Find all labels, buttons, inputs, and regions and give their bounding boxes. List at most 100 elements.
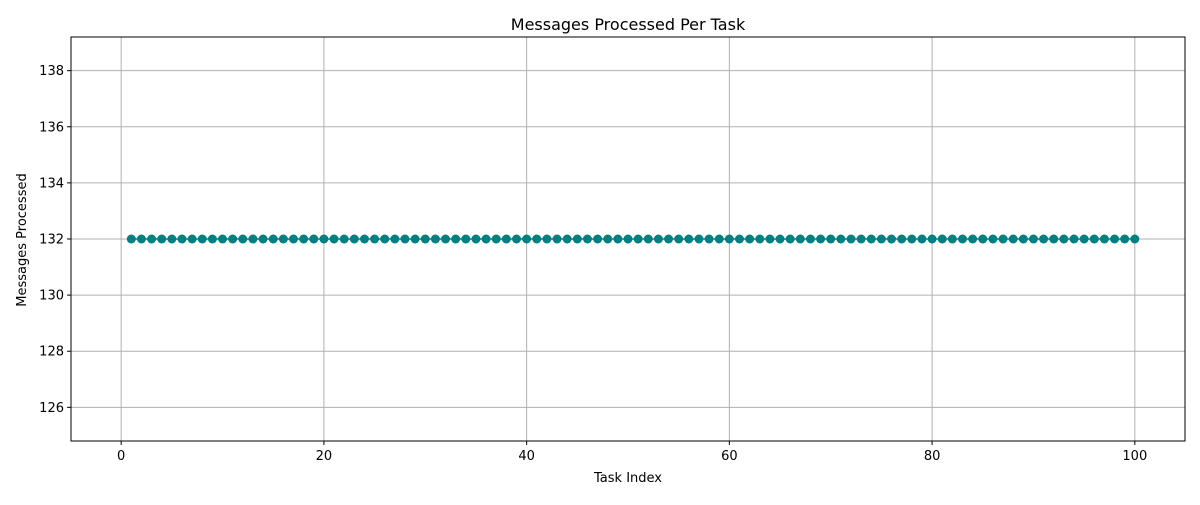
data-point bbox=[1059, 234, 1069, 244]
data-point bbox=[988, 234, 998, 244]
data-point bbox=[714, 234, 724, 244]
data-point bbox=[1120, 234, 1130, 244]
data-point bbox=[795, 234, 805, 244]
data-point bbox=[927, 234, 937, 244]
x-axis-label: Task Index bbox=[593, 471, 662, 486]
data-point bbox=[968, 234, 978, 244]
data-point bbox=[542, 234, 552, 244]
data-point bbox=[613, 234, 623, 244]
data-point bbox=[136, 234, 146, 244]
data-point bbox=[491, 234, 501, 244]
data-point bbox=[1018, 234, 1028, 244]
data-point bbox=[248, 234, 258, 244]
data-point bbox=[126, 234, 136, 244]
y-tick-label: 128 bbox=[39, 345, 64, 360]
data-point bbox=[937, 234, 947, 244]
data-point bbox=[775, 234, 785, 244]
data-point bbox=[218, 234, 228, 244]
data-point bbox=[917, 234, 927, 244]
data-point bbox=[380, 234, 390, 244]
data-point bbox=[907, 234, 917, 244]
data-point bbox=[674, 234, 684, 244]
data-point bbox=[258, 234, 268, 244]
data-point bbox=[724, 234, 734, 244]
data-point bbox=[978, 234, 988, 244]
data-point bbox=[1049, 234, 1059, 244]
data-point bbox=[238, 234, 248, 244]
data-point bbox=[562, 234, 572, 244]
data-point bbox=[704, 234, 714, 244]
data-point bbox=[694, 234, 704, 244]
data-point bbox=[572, 234, 582, 244]
data-point bbox=[309, 234, 319, 244]
data-point bbox=[511, 234, 521, 244]
data-point bbox=[147, 234, 157, 244]
y-tick-label: 134 bbox=[39, 176, 64, 191]
data-point bbox=[1110, 234, 1120, 244]
data-point bbox=[481, 234, 491, 244]
data-point bbox=[207, 234, 217, 244]
y-tick-label: 130 bbox=[39, 289, 64, 304]
data-point bbox=[836, 234, 846, 244]
data-point bbox=[278, 234, 288, 244]
data-point bbox=[958, 234, 968, 244]
data-point bbox=[887, 234, 897, 244]
data-point bbox=[1130, 234, 1140, 244]
data-point bbox=[177, 234, 187, 244]
data-point bbox=[785, 234, 795, 244]
data-point bbox=[167, 234, 177, 244]
data-point bbox=[430, 234, 440, 244]
data-point bbox=[755, 234, 765, 244]
x-tick-label: 0 bbox=[117, 449, 125, 464]
data-point bbox=[329, 234, 339, 244]
data-point bbox=[684, 234, 694, 244]
data-point bbox=[441, 234, 451, 244]
data-point bbox=[664, 234, 674, 244]
data-point bbox=[1028, 234, 1038, 244]
data-point bbox=[461, 234, 471, 244]
plot-frame bbox=[70, 36, 1186, 442]
data-point bbox=[947, 234, 957, 244]
data-point bbox=[1079, 234, 1089, 244]
data-point bbox=[582, 234, 592, 244]
data-point bbox=[897, 234, 907, 244]
data-point bbox=[846, 234, 856, 244]
data-point bbox=[552, 234, 562, 244]
data-point bbox=[349, 234, 359, 244]
data-point bbox=[745, 234, 755, 244]
data-point bbox=[339, 234, 349, 244]
data-point bbox=[532, 234, 542, 244]
data-point bbox=[359, 234, 369, 244]
data-point bbox=[410, 234, 420, 244]
data-points bbox=[126, 234, 1140, 244]
data-point bbox=[268, 234, 278, 244]
data-point bbox=[1089, 234, 1099, 244]
data-point bbox=[653, 234, 663, 244]
x-tick-label: 80 bbox=[924, 449, 941, 464]
data-point bbox=[451, 234, 461, 244]
ticks: 0 20 40 60 80 100 126 128 130 132 134 136 138 bbox=[39, 64, 1147, 464]
data-point bbox=[623, 234, 633, 244]
data-point bbox=[603, 234, 613, 244]
data-point bbox=[1099, 234, 1109, 244]
data-point bbox=[735, 234, 745, 244]
y-axis-label: Messages Processed bbox=[15, 173, 30, 306]
data-point bbox=[826, 234, 836, 244]
data-point bbox=[157, 234, 167, 244]
data-point bbox=[998, 234, 1008, 244]
data-point bbox=[805, 234, 815, 244]
data-point bbox=[866, 234, 876, 244]
data-point bbox=[593, 234, 603, 244]
data-point bbox=[643, 234, 653, 244]
data-point bbox=[876, 234, 886, 244]
data-point bbox=[633, 234, 643, 244]
data-point bbox=[390, 234, 400, 244]
y-tick-label: 126 bbox=[39, 401, 64, 416]
data-point bbox=[816, 234, 826, 244]
data-point bbox=[1069, 234, 1079, 244]
data-point bbox=[420, 234, 430, 244]
data-point bbox=[471, 234, 481, 244]
y-tick-label: 136 bbox=[39, 120, 64, 135]
